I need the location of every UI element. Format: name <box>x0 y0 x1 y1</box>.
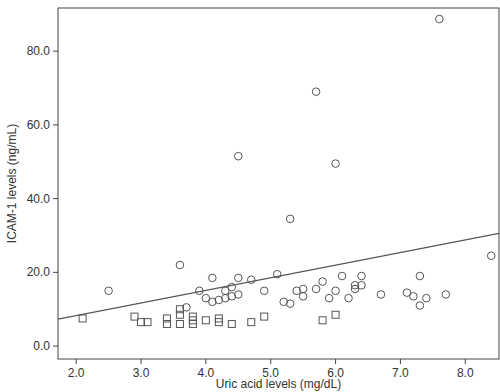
x-axis-title: Uric acid levels (mg/dL) <box>216 377 341 391</box>
y-tick <box>53 198 58 199</box>
x-tick <box>400 359 401 364</box>
circle-point <box>423 294 431 302</box>
square-point <box>189 320 196 327</box>
plot-frame <box>58 8 499 359</box>
circle-point <box>338 272 346 280</box>
square-point <box>228 320 235 327</box>
circle-point <box>299 293 307 301</box>
x-tick <box>270 359 271 364</box>
y-tick-label: 40.0 <box>27 192 51 206</box>
circle-point <box>234 274 242 282</box>
circle-point <box>436 15 444 23</box>
circle-point <box>312 285 320 293</box>
plot-area <box>58 15 499 327</box>
circle-point <box>416 302 424 310</box>
square-point <box>248 319 255 326</box>
x-tick <box>141 359 142 364</box>
fit-line <box>58 233 499 319</box>
circle-point <box>234 291 242 299</box>
x-tick <box>465 359 466 364</box>
circle-point <box>416 272 424 280</box>
x-tick-label: 7.0 <box>392 366 409 380</box>
square-point <box>332 311 339 318</box>
y-tick <box>53 346 58 347</box>
x-tick-label: 8.0 <box>457 366 474 380</box>
circle-point <box>299 285 307 293</box>
circle-point <box>358 272 366 280</box>
square-point <box>261 313 268 320</box>
y-tick <box>53 272 58 273</box>
circle-point <box>286 215 294 223</box>
square-point <box>144 319 151 326</box>
circle-point <box>332 287 340 295</box>
circle-point <box>319 278 327 286</box>
x-tick-label: 2.0 <box>68 366 85 380</box>
square-point <box>176 311 183 318</box>
circle-point <box>234 152 242 160</box>
circle-point <box>260 287 268 295</box>
y-tick-label: 20.0 <box>27 265 51 279</box>
x-tick <box>76 359 77 364</box>
square-point <box>202 317 209 324</box>
y-tick-label: 80.0 <box>27 44 51 58</box>
circle-point <box>209 274 217 282</box>
circle-point <box>312 88 320 96</box>
circle-point <box>487 252 495 260</box>
square-point <box>79 315 86 322</box>
square-point <box>163 320 170 327</box>
circle-point <box>345 294 353 302</box>
circle-point <box>332 160 340 168</box>
square-point <box>215 319 222 326</box>
circle-point <box>442 291 450 299</box>
circle-point <box>325 294 333 302</box>
x-tick <box>205 359 206 364</box>
y-tick <box>53 124 58 125</box>
x-tick <box>335 359 336 364</box>
y-tick-label: 0.0 <box>33 339 50 353</box>
square-point <box>319 317 326 324</box>
circle-point <box>286 300 294 308</box>
x-tick-label: 3.0 <box>133 366 150 380</box>
circle-point <box>410 293 418 301</box>
square-point <box>131 313 138 320</box>
y-tick <box>53 51 58 52</box>
y-tick-label: 60.0 <box>27 118 51 132</box>
x-tick-label: 4.0 <box>198 366 215 380</box>
chart: 2.03.04.05.06.07.08.00.020.040.060.080.0… <box>0 0 500 392</box>
square-point <box>176 320 183 327</box>
square-point <box>138 319 145 326</box>
y-axis-title: ICAM-1 levels (ng/mL) <box>5 124 19 243</box>
circle-point <box>105 287 113 295</box>
circle-point <box>377 291 385 299</box>
circle-point <box>358 281 366 289</box>
circle-point <box>176 261 184 269</box>
